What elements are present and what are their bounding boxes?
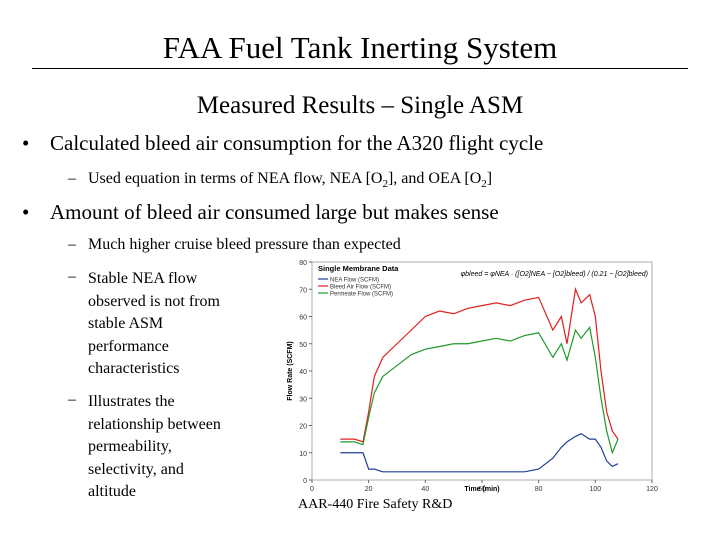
text-line: Illustrates the [88, 393, 175, 410]
series-line [340, 432, 619, 473]
text-line: altitude [88, 483, 136, 500]
y-tick-label: 10 [299, 451, 307, 458]
y-tick-label: 60 [299, 315, 307, 322]
plot-area [311, 261, 653, 481]
x-tick-label: 80 [535, 486, 543, 493]
text-line: selectivity, and [88, 460, 184, 478]
equation: φbleed = φNEA · ([O2]NEA − [O2]bleed) / … [461, 271, 648, 278]
subscript: 2 [481, 178, 487, 191]
subscript: 2 [382, 178, 388, 191]
legend-label: NEA Flow (SCFM) [330, 278, 379, 284]
y-tick-label: 40 [299, 369, 307, 376]
bullet: • Calculated bleed air consumption for th… [22, 131, 544, 155]
sub-bullet: – Stable NEA flow observed is not from stab… [68, 268, 220, 381]
sub-bullet: – Used equation in terms of NEA flow, NEA… [68, 170, 493, 191]
series-line [340, 287, 619, 443]
text-line: performance [88, 337, 169, 355]
legend-label: Permeate Flow (SCFM) [330, 292, 393, 298]
x-tick-label: 120 [646, 486, 658, 493]
series-line [340, 325, 619, 455]
sub-bullet: – Illustrates the relationship between perm… [68, 391, 221, 504]
bullet: • Amount of bleed air consumed large but … [22, 200, 499, 224]
footer: AAR-440 Fire Safety R&D [298, 497, 453, 512]
x-tick-label: 0 [310, 486, 314, 493]
text-line: relationship between [88, 415, 221, 433]
bullet-text: Amount of bleed air consumed large but m… [50, 200, 499, 224]
y-tick-label: 0 [303, 478, 307, 485]
x-tick-label: 40 [421, 486, 429, 493]
x-tick-label: 100 [589, 486, 601, 493]
legend-label: Bleed Air Flow (SCFM) [330, 285, 391, 291]
text-line: Stable NEA flow [88, 270, 198, 287]
slide-title: FAA Fuel Tank Inerting System [162, 30, 558, 65]
text-line: observed is not from [88, 292, 220, 310]
y-tick-label: 70 [299, 287, 307, 294]
y-tick-label: 80 [299, 260, 307, 267]
text-line: characteristics [88, 360, 180, 377]
sub-bullet: – Much higher cruise bleed pressure than … [68, 236, 401, 253]
chart-title: Single Membrane Data [318, 264, 399, 273]
y-tick-label: 50 [299, 342, 307, 349]
text-line: permeability, [88, 438, 172, 455]
text: ], and OEA [O [387, 170, 482, 187]
y-tick-label: 20 [299, 424, 307, 431]
title-rule [32, 68, 688, 69]
text-line: stable ASM [88, 315, 164, 332]
x-tick-label: 60 [478, 486, 486, 493]
text: Used equation in terms of NEA flow, NEA … [88, 170, 383, 187]
x-axis-label: Time (min) [464, 486, 499, 493]
y-tick-label: 30 [299, 396, 307, 403]
x-tick-label: 20 [365, 486, 373, 493]
text: ] [486, 170, 493, 187]
bullet-text: Calculated bleed air consumption for the… [50, 131, 544, 155]
y-axis-label: Flow Rate (SCFM) [287, 341, 294, 401]
text: Much higher cruise bleed pressure than e… [88, 236, 401, 253]
slide-subtitle: Measured Results – Single ASM [196, 92, 524, 119]
